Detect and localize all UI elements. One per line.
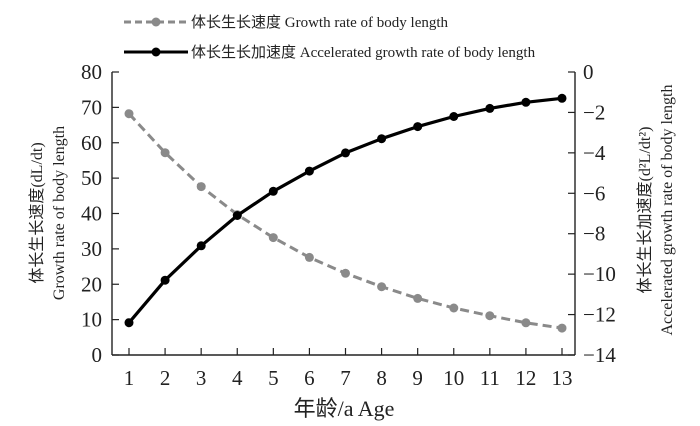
x-axis-title: 年龄/a Age [294, 396, 395, 421]
right-tick-label: −12 [583, 303, 616, 327]
data-point-series-0 [521, 318, 531, 328]
x-tick-label: 10 [443, 366, 464, 390]
legend: 体长生长速度 Growth rate of body length 体长生长加速… [124, 14, 536, 61]
right-tick-label: −2 [583, 100, 605, 124]
data-point-series-0 [196, 182, 206, 192]
data-point-series-1 [268, 186, 278, 196]
y-axis-right-title-line2: Accelerated growth rate of body length [659, 84, 676, 335]
left-tick-label: 0 [92, 343, 103, 367]
left-axis-ticks: 0 10 20 30 40 50 60 70 80 [81, 60, 119, 367]
data-point-series-0 [449, 303, 459, 313]
data-point-series-0 [557, 323, 567, 333]
data-point-series-1 [557, 93, 567, 103]
x-axis-ticks: 1 2 3 4 5 6 7 8 9 10 11 12 13 [124, 348, 573, 390]
data-point-series-1 [341, 148, 350, 158]
legend-item-accelerated-rate: 体长生长加速度 Accelerated growth rate of body … [124, 44, 536, 61]
legend-label-growth-rate: 体长生长速度 Growth rate of body length [191, 14, 449, 31]
left-tick-label: 80 [81, 60, 102, 84]
data-point-series-0 [341, 268, 350, 278]
x-tick-label: 12 [515, 366, 536, 390]
data-point-series-0 [304, 252, 314, 262]
series-layer [124, 93, 567, 333]
data-point-series-1 [304, 166, 314, 176]
x-tick-label: 8 [376, 366, 387, 390]
series-line-1 [127, 96, 563, 324]
left-tick-label: 20 [81, 272, 102, 296]
data-point-series-1 [449, 112, 459, 121]
right-tick-label: −14 [583, 343, 616, 367]
data-point-series-1 [232, 211, 242, 220]
data-point-series-1 [124, 318, 134, 328]
left-tick-label: 10 [81, 308, 102, 332]
data-point-series-1 [196, 241, 206, 251]
y-axis-right-title-line1: 体长生长加速度(d²L/dt²) [636, 127, 654, 294]
data-point-series-0 [160, 148, 170, 158]
x-tick-label: 6 [304, 366, 315, 390]
data-point-series-1 [485, 103, 495, 113]
y-axis-left-title-line2: Growth rate of body length [51, 126, 68, 300]
x-tick-label: 1 [124, 366, 135, 390]
data-point-series-0 [377, 282, 387, 292]
left-tick-label: 70 [81, 95, 102, 119]
y-axis-left-title-line1: 体长生长速度(dL/dt) [28, 142, 46, 283]
data-point-series-0 [268, 233, 278, 243]
y-axis-left-title: 体长生长速度(dL/dt) Growth rate of body length [28, 126, 68, 300]
data-point-series-0 [124, 109, 134, 119]
right-tick-label: 0 [583, 60, 594, 84]
x-tick-label: 9 [412, 366, 423, 390]
right-axis-ticks: −14 −12 −10 −8 −6 −4 −2 0 [568, 60, 616, 367]
left-tick-label: 60 [81, 131, 102, 155]
y-axis-right-title: 体长生长加速度(d²L/dt²) Accelerated growth rate… [636, 84, 676, 335]
legend-marker-growth-rate [151, 17, 161, 27]
right-tick-label: −8 [583, 222, 605, 246]
x-tick-label: 5 [268, 366, 279, 390]
left-tick-label: 30 [81, 237, 102, 261]
right-tick-label: −6 [583, 181, 605, 205]
data-point-series-1 [521, 97, 531, 107]
x-tick-label: 2 [160, 366, 171, 390]
data-point-series-1 [160, 275, 170, 285]
x-tick-label: 13 [552, 366, 573, 390]
data-point-series-1 [377, 134, 387, 144]
series-line-0 [127, 112, 563, 330]
left-tick-label: 40 [81, 202, 102, 226]
x-tick-label: 3 [196, 366, 207, 390]
legend-item-growth-rate: 体长生长速度 Growth rate of body length [124, 14, 449, 31]
left-tick-label: 50 [81, 166, 102, 190]
data-point-series-0 [485, 311, 495, 321]
x-tick-label: 4 [232, 366, 243, 390]
legend-label-accelerated-rate: 体长生长加速度 Accelerated growth rate of body … [191, 44, 536, 61]
x-tick-label: 7 [340, 366, 351, 390]
right-tick-label: −4 [583, 141, 606, 165]
x-tick-label: 11 [480, 366, 500, 390]
right-tick-label: −10 [583, 262, 616, 286]
data-point-series-0 [413, 293, 423, 303]
data-point-series-1 [413, 122, 423, 132]
legend-marker-accelerated-rate [151, 47, 161, 57]
